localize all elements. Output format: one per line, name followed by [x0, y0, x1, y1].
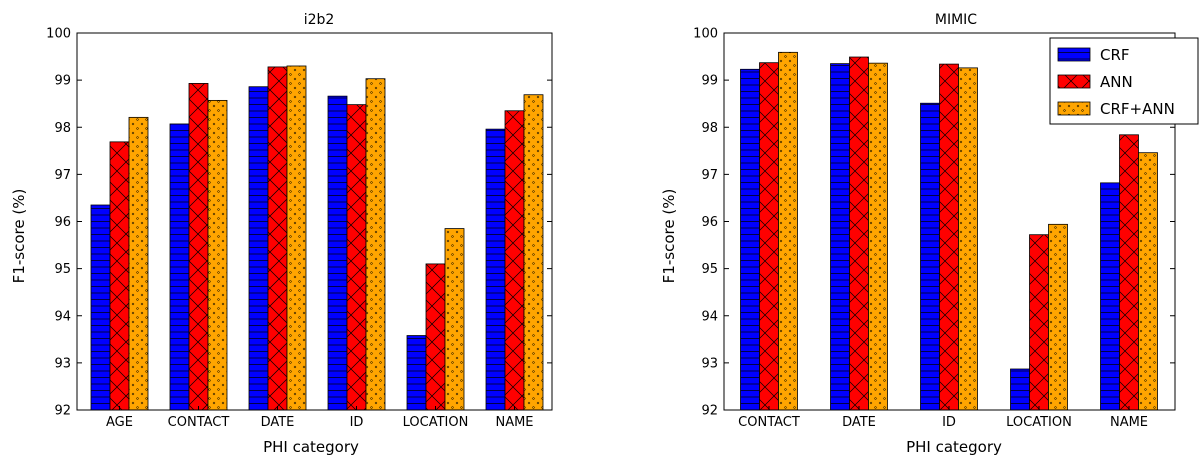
- mimic-y-tick-label-98: 98: [701, 121, 718, 136]
- i2b2-x-tick-label-location: LOCATION: [403, 415, 469, 430]
- mimic-panel: MIMIC F1-score (%) PHI category CONTACT D…: [660, 12, 1176, 456]
- i2b2-bar-crf-ann-name: [523, 94, 544, 411]
- i2b2-x-tick-label-name: NAME: [495, 415, 533, 430]
- mimic-bar-crf-ann-location: [1048, 223, 1068, 411]
- i2b2-bar-ann-location: [425, 263, 446, 411]
- i2b2-plot-area: AGE CONTACT DATE ID LOCATION NAME 92 93 94 95 96 97…: [46, 27, 553, 430]
- mimic-x-tick-label-date: DATE: [842, 415, 876, 430]
- i2b2-y-tick-label-95: 95: [54, 262, 71, 277]
- i2b2-bar-crf-age: [90, 204, 111, 411]
- mimic-bar-crf-date: [830, 63, 850, 411]
- i2b2-x-tick-label-contact: CONTACT: [168, 415, 230, 430]
- mimic-bar-ann-id: [939, 63, 959, 411]
- i2b2-y-tick-label-94: 94: [54, 309, 71, 324]
- i2b2-y-tick-label-97: 97: [54, 168, 71, 183]
- i2b2-bar-crf-location: [406, 335, 427, 411]
- legend-swatch-crf-ann: [1057, 101, 1091, 116]
- i2b2-axes-frame: [76, 32, 553, 411]
- i2b2-x-tick-label-age: AGE: [106, 415, 133, 430]
- legend-swatch-ann: [1057, 74, 1091, 89]
- i2b2-bar-crf-date: [248, 86, 269, 411]
- i2b2-bar-ann-contact: [188, 83, 209, 411]
- i2b2-y-tick-label-92: 92: [54, 404, 71, 419]
- i2b2-y-tick-label-99: 99: [54, 74, 71, 89]
- mimic-x-tick-label-id: ID: [942, 415, 956, 430]
- i2b2-y-tick-label-98: 98: [54, 121, 71, 136]
- mimic-bar-crf-ann-contact: [778, 51, 798, 411]
- i2b2-bar-crf-contact: [169, 123, 190, 411]
- i2b2-bar-crf-ann-location: [444, 228, 465, 411]
- i2b2-bar-crf-ann-contact: [207, 99, 228, 411]
- i2b2-bar-ann-name: [504, 110, 525, 411]
- mimic-bar-crf-ann-name: [1138, 152, 1158, 411]
- i2b2-bar-crf-id: [327, 95, 348, 411]
- i2b2-bar-crf-name: [485, 128, 506, 411]
- mimic-x-tick-label-name: NAME: [1110, 415, 1148, 430]
- legend-label-ann: ANN: [1100, 73, 1133, 91]
- mimic-x-tick-label-location: LOCATION: [1006, 415, 1072, 430]
- i2b2-title: i2b2: [304, 12, 335, 28]
- mimic-axes-frame: [723, 32, 1176, 411]
- i2b2-bar-crf-ann-age: [128, 116, 149, 411]
- mimic-x-tick-label-contact: CONTACT: [738, 415, 800, 430]
- i2b2-bar-ann-date: [267, 66, 288, 411]
- mimic-bar-ann-location: [1029, 234, 1049, 411]
- i2b2-x-tick-label-date: DATE: [261, 415, 295, 430]
- i2b2-bar-crf-ann-date: [286, 65, 307, 411]
- mimic-bar-ann-contact: [759, 62, 779, 411]
- mimic-y-tick-label-97: 97: [701, 168, 718, 183]
- mimic-bar-crf-location: [1010, 368, 1030, 411]
- i2b2-bar-crf-ann-id: [365, 78, 386, 411]
- i2b2-y-axis-label: F1-score (%): [10, 189, 28, 284]
- mimic-title: MIMIC: [935, 12, 977, 28]
- i2b2-x-tick-label-id: ID: [350, 415, 364, 430]
- legend-label-crf-ann: CRF+ANN: [1100, 100, 1175, 118]
- mimic-plot-area: CONTACT DATE ID LOCATION NAME 92 93 94 95 96 97 98 9…: [693, 27, 1176, 430]
- mimic-y-tick-label-92: 92: [701, 404, 718, 419]
- mimic-x-axis-label: PHI category: [906, 438, 1002, 456]
- mimic-bar-crf-ann-date: [868, 62, 888, 411]
- mimic-y-tick-label-99: 99: [701, 74, 718, 89]
- legend: CRF ANN CRF+ANN: [1049, 37, 1199, 125]
- i2b2-panel: i2b2 F1-score (%) PHI category AGE CONTAC…: [10, 12, 553, 456]
- mimic-y-tick-label-100: 100: [693, 27, 718, 42]
- mimic-y-tick-label-96: 96: [701, 215, 718, 230]
- mimic-bar-ann-name: [1119, 134, 1139, 411]
- legend-swatch-crf: [1057, 47, 1091, 62]
- i2b2-y-tick-label-100: 100: [46, 27, 71, 42]
- i2b2-bar-ann-id: [346, 104, 367, 411]
- i2b2-bar-ann-age: [109, 141, 130, 411]
- i2b2-y-tick-label-96: 96: [54, 215, 71, 230]
- mimic-y-tick-label-94: 94: [701, 309, 718, 324]
- i2b2-x-axis-label: PHI category: [263, 438, 359, 456]
- i2b2-y-tick-label-93: 93: [54, 356, 71, 371]
- mimic-y-axis-label: F1-score (%): [660, 189, 678, 284]
- mimic-y-tick-label-93: 93: [701, 356, 718, 371]
- mimic-bar-crf-contact: [740, 68, 760, 411]
- mimic-bar-crf-id: [920, 102, 940, 411]
- mimic-bar-crf-name: [1100, 182, 1120, 411]
- mimic-y-tick-label-95: 95: [701, 262, 718, 277]
- mimic-bar-ann-date: [849, 56, 869, 411]
- mimic-bar-crf-ann-id: [958, 67, 978, 411]
- legend-label-crf: CRF: [1100, 46, 1130, 64]
